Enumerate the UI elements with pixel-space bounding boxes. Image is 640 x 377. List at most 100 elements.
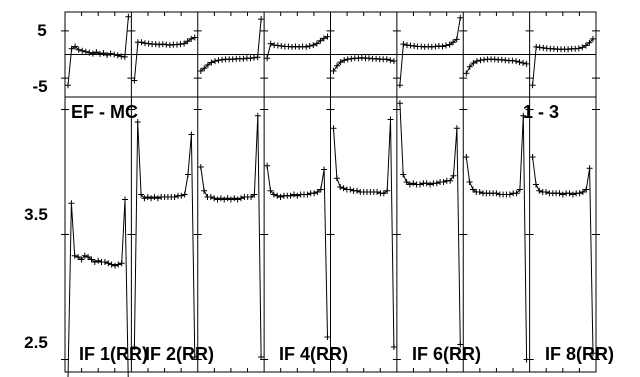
top-data-point (65, 82, 71, 89)
bottom-data-point (566, 190, 573, 197)
top-data-point (334, 62, 341, 69)
top-data-point (341, 57, 348, 64)
bottom-data-point (423, 180, 430, 187)
bottom-data-point (88, 256, 95, 263)
bottom-data-point (579, 189, 586, 195)
bottom-data-point (384, 187, 391, 194)
top-data-point (470, 60, 477, 66)
top-y-tick-label: -5 (32, 77, 47, 96)
bottom-data-point (248, 194, 255, 200)
bottom-data-point (387, 116, 394, 123)
bottom-series-line-if4 (266, 165, 328, 338)
bottom-data-point (559, 191, 566, 198)
top-data-point (579, 44, 586, 51)
bottom-data-point (586, 165, 593, 172)
bottom-data-point (317, 186, 324, 193)
baseline-label: EF - MC (71, 102, 138, 122)
top-data-point (107, 50, 114, 57)
bottom-data-point (75, 254, 82, 260)
bottom-data-point (374, 189, 381, 195)
bottom-data-point (81, 252, 88, 259)
bottom-data-point (122, 196, 128, 203)
top-data-point (387, 57, 394, 64)
panel-label-if1: IF 1(RR) (79, 344, 148, 364)
bottom-data-point (390, 344, 397, 350)
bottom-data-point (533, 181, 539, 188)
top-data-point (82, 48, 89, 55)
top-data-point (201, 65, 208, 72)
chart-frames (64, 11, 597, 373)
top-data-point (453, 36, 460, 43)
bottom-data-point (516, 186, 523, 193)
bottom-data-point (340, 185, 347, 192)
bottom-data-point (396, 100, 403, 107)
panel-label-if4: IF 4(RR) (279, 344, 348, 364)
bottom-data-point (354, 187, 360, 194)
top-data-point (400, 41, 407, 48)
top-data-point (466, 63, 473, 70)
top-data-point (529, 82, 536, 89)
bottom-y-tick-label: 3.5 (24, 205, 48, 224)
bottom-data-point (529, 154, 536, 160)
bottom-data-point (108, 261, 115, 268)
top-series-line-if6 (399, 17, 461, 86)
bottom-data-point (569, 191, 576, 198)
bottom-data-point (67, 375, 69, 377)
bottom-data-point (380, 190, 387, 197)
bottom-data-point (91, 259, 98, 265)
top-data-point (184, 38, 191, 45)
bottom-data-point (287, 192, 294, 199)
bottom-data-point (191, 354, 198, 360)
top-series-line-if4 (266, 36, 328, 59)
bottom-data-point (450, 172, 457, 179)
bottom-data-point (181, 191, 188, 198)
top-data-point (463, 70, 470, 77)
bottom-data-point (410, 180, 417, 187)
bottom-data-point (258, 354, 265, 360)
top-data-point (138, 39, 145, 46)
bottom-data-point (576, 190, 583, 197)
bottom-data-point (427, 181, 434, 188)
top-data-point (586, 39, 593, 46)
bottom-data-point (101, 259, 108, 265)
bottom-data-point (201, 187, 208, 194)
bottom-data-point (112, 262, 118, 269)
top-data-point (303, 43, 310, 50)
bottom-data-point (314, 189, 321, 195)
top-data-point (516, 59, 523, 66)
top-data-point (513, 58, 519, 65)
bottom-data-point (221, 196, 228, 203)
bottom-data-point (506, 191, 513, 198)
top-data-point (114, 52, 121, 59)
bottom-data-point (141, 195, 148, 202)
bottom-data-point (304, 191, 311, 198)
bottom-data-point (523, 356, 530, 363)
bottom-data-point (188, 131, 195, 138)
chart-labels: 5 -5 3.5 2.5 EF - MC 1 - 3 IF 1(RR) IF 2… (24, 21, 614, 364)
top-data-point (523, 60, 530, 67)
top-data-point (457, 14, 464, 21)
bottom-data-point (324, 334, 331, 340)
bottom-series-line-if6 (399, 103, 461, 345)
bottom-data-point (214, 196, 221, 203)
bottom-data-point (466, 179, 473, 185)
top-data-point (575, 45, 582, 52)
bottom-data-point (447, 177, 454, 184)
top-data-point (79, 47, 86, 54)
bottom-series-line-if3 (200, 115, 262, 358)
bottom-data-point (231, 195, 238, 202)
top-data-point (264, 55, 271, 62)
top-data-point (68, 45, 75, 52)
bottom-data-point (254, 112, 261, 119)
top-data-point (317, 37, 324, 44)
bottom-y-tick-label: 2.5 (24, 333, 48, 352)
top-y-tick-label: 5 (37, 21, 46, 40)
bottom-data-point (185, 171, 191, 178)
bottom-data-point (453, 125, 460, 132)
top-data-point (473, 58, 480, 65)
top-data-point (204, 61, 211, 68)
bottom-data-point (68, 200, 75, 207)
top-data-point (121, 53, 128, 60)
top-data-point (582, 42, 589, 49)
